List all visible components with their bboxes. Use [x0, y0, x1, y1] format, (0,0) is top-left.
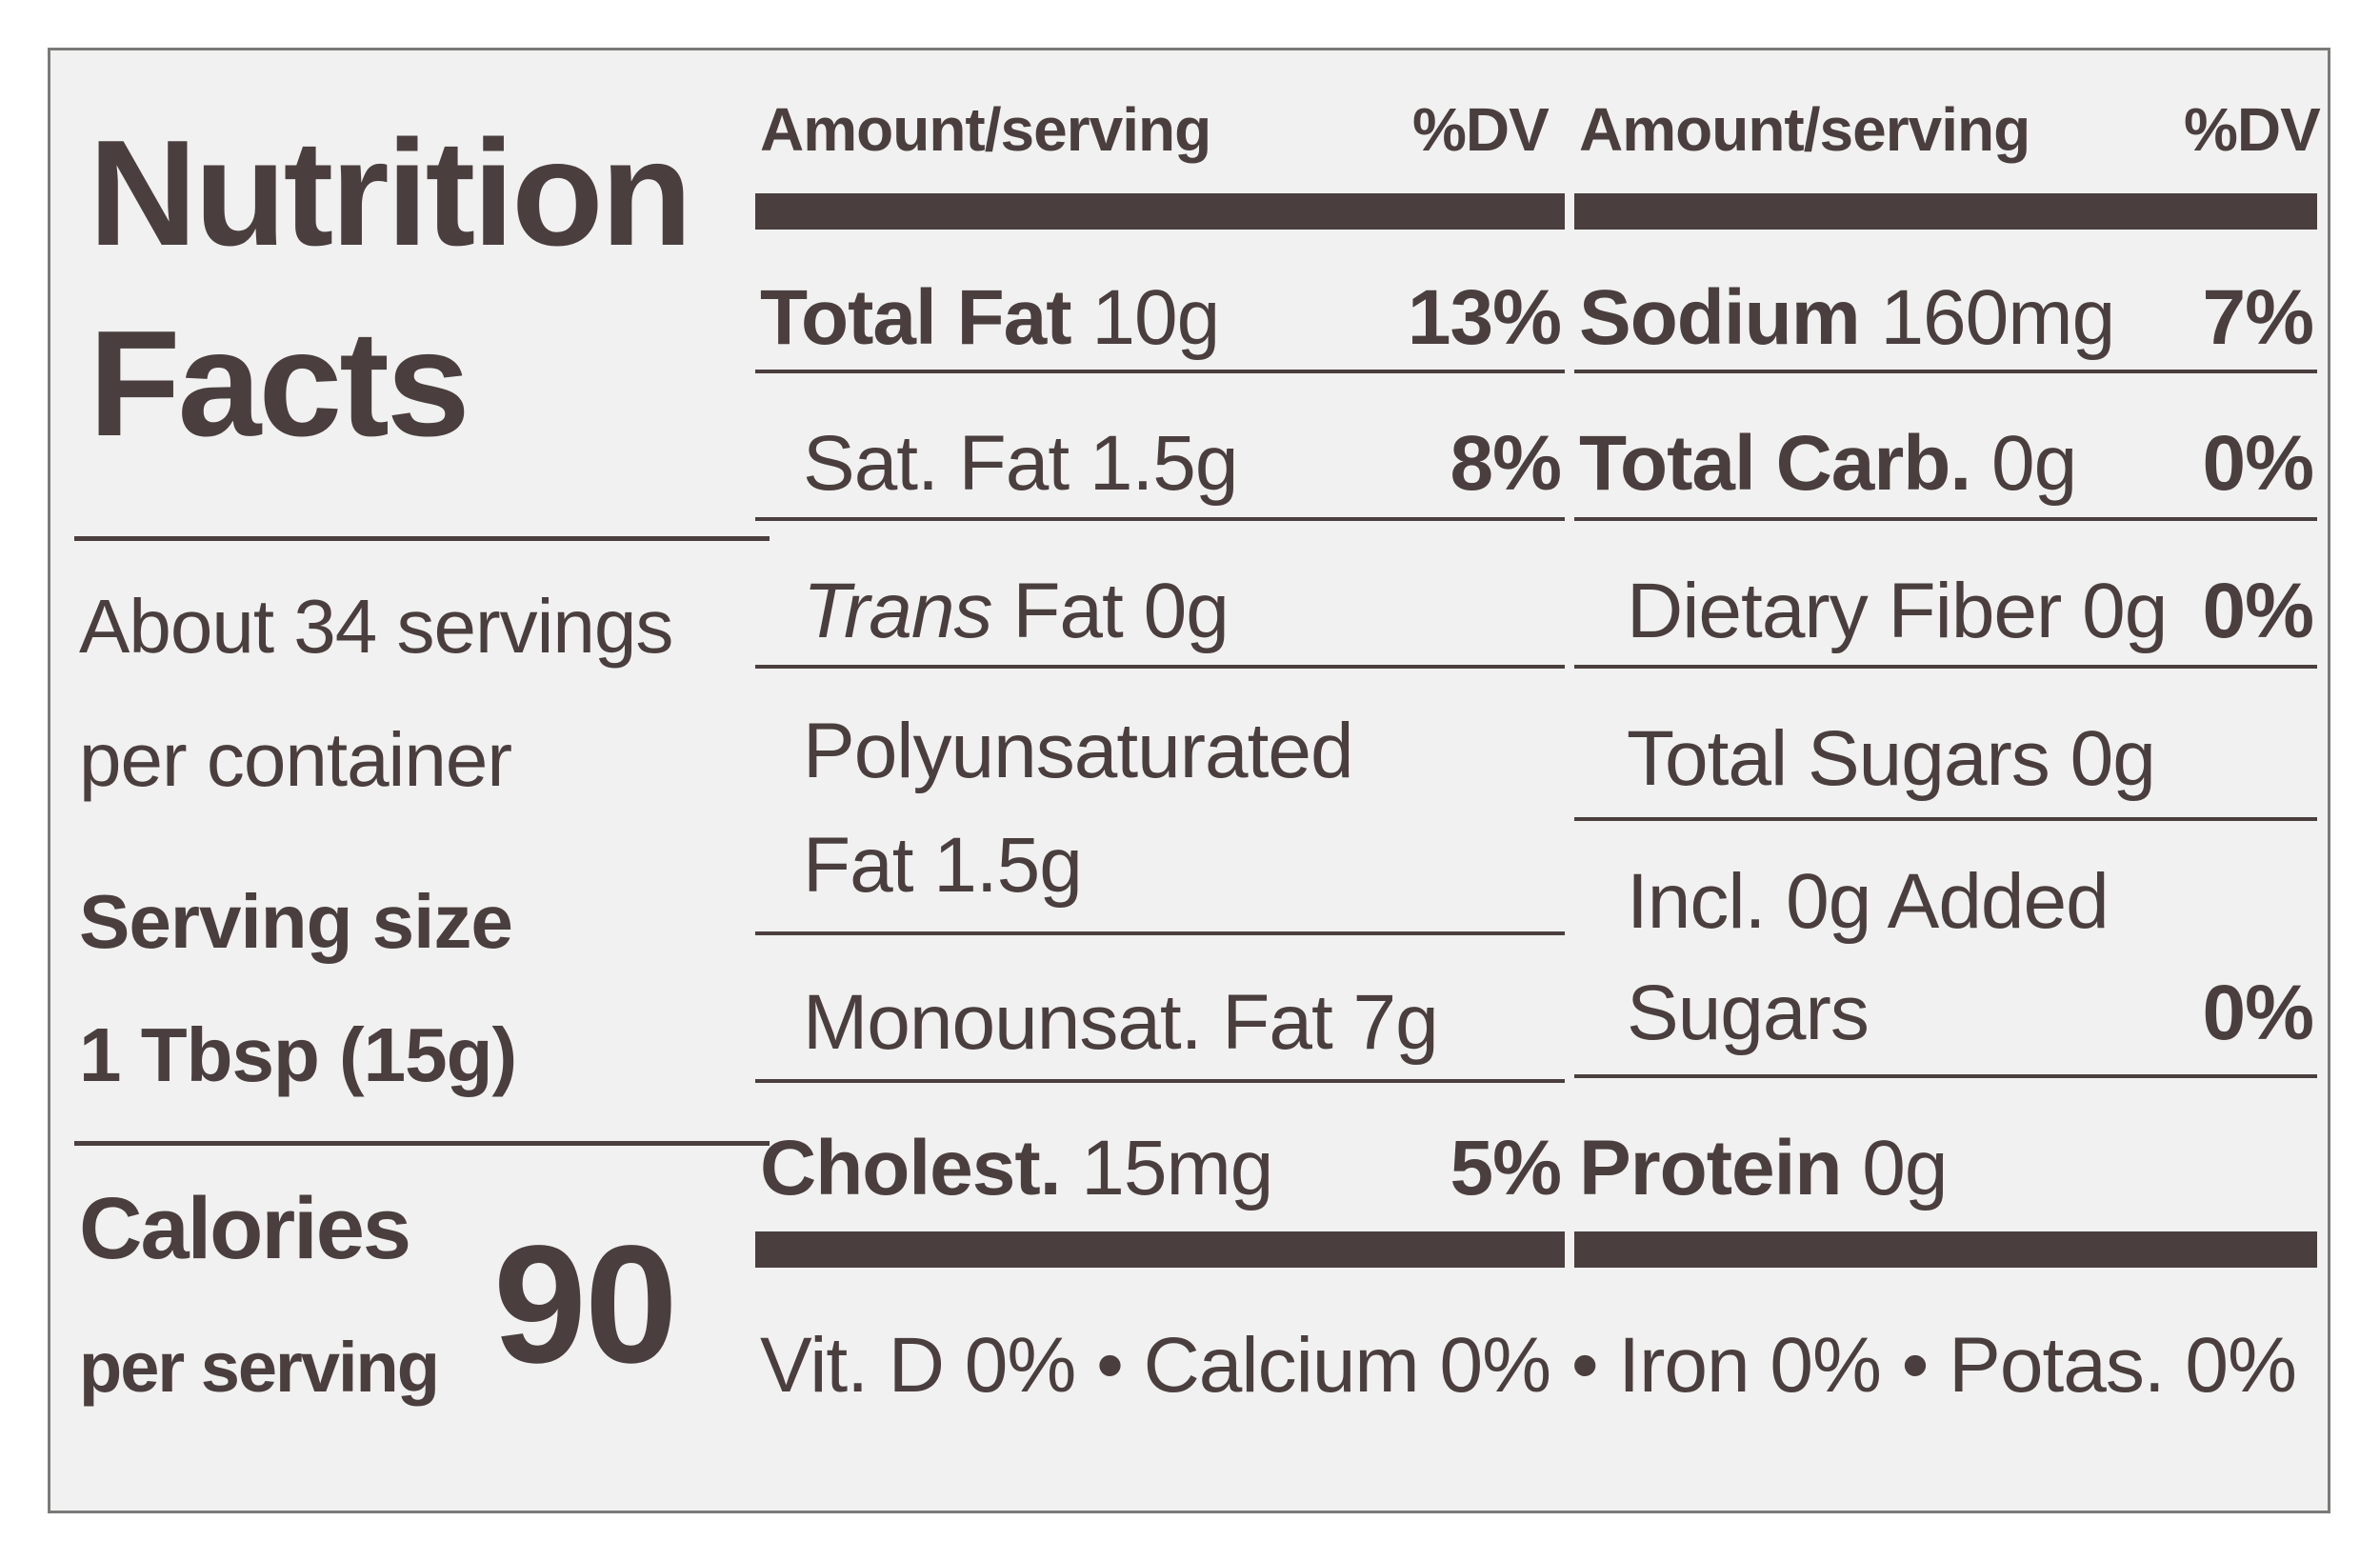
serving-size-label: Serving size: [79, 879, 513, 964]
total-fat-row: Total Fat 10g: [760, 274, 1220, 362]
left-amount-header: Amount/serving: [760, 95, 1211, 164]
right-thick-rule: [1574, 193, 2317, 230]
cholesterol-name: Cholest.: [760, 1125, 1061, 1211]
calories-value: 90: [493, 1211, 678, 1398]
added-sugars-line-2: Sugars: [1627, 970, 1870, 1056]
divider: [755, 517, 1565, 521]
added-sugars-dv: 0%: [2202, 970, 2314, 1056]
trans-fat-name: Trans: [803, 568, 993, 654]
sat-fat-dv: 8%: [1450, 420, 1562, 507]
sat-fat-name: Sat. Fat: [803, 420, 1070, 507]
right-bottom-thick-rule: [1574, 1231, 2317, 1268]
calories-sub-label: per serving: [79, 1328, 440, 1407]
serving-divider: [74, 1141, 770, 1146]
protein-amount: 0g: [1862, 1125, 1948, 1211]
monounsaturated-fat: Monounsat. Fat 7g: [803, 979, 1439, 1066]
divider: [1574, 517, 2317, 521]
cholesterol-dv: 5%: [1450, 1125, 1562, 1211]
cholesterol-row: Cholest. 15mg: [760, 1125, 1273, 1212]
left-dv-header: %DV: [1412, 95, 1550, 164]
protein-row: Protein 0g: [1579, 1125, 1949, 1212]
added-sugars-line-1: Incl. 0g Added: [1627, 858, 2110, 945]
sodium-row: Sodium 160mg: [1579, 274, 2115, 362]
title-line-1: Nutrition: [89, 110, 692, 277]
sodium-name: Sodium: [1579, 274, 1861, 361]
total-fat-amount: 10g: [1091, 274, 1220, 361]
calories-label: Calories: [79, 1180, 411, 1277]
divider: [755, 665, 1565, 669]
sodium-dv: 7%: [2202, 274, 2314, 361]
sodium-amount: 160mg: [1880, 274, 2115, 361]
dietary-fiber-dv: 0%: [2202, 568, 2314, 654]
total-sugars: Total Sugars 0g: [1627, 715, 2156, 802]
total-carb-amount: 0g: [1990, 420, 2077, 507]
right-amount-header: Amount/serving: [1579, 95, 2030, 164]
total-carb-row: Total Carb. 0g: [1579, 420, 2077, 508]
trans-fat-row: Trans Fat 0g: [803, 568, 1230, 655]
total-carb-dv: 0%: [2202, 420, 2314, 507]
nutrition-facts-label: Nutrition Facts About 34 servings per co…: [48, 48, 2330, 1513]
total-fat-name: Total Fat: [760, 274, 1072, 361]
divider: [1574, 370, 2317, 373]
divider: [1574, 817, 2317, 821]
polyunsaturated-line-2: Fat 1.5g: [803, 822, 1083, 909]
total-fat-dv: 13%: [1407, 274, 1562, 361]
servings-line-2: per container: [79, 717, 512, 802]
divider: [755, 370, 1565, 373]
polyunsaturated-line-1: Polyunsaturated: [803, 708, 1354, 794]
divider: [755, 931, 1565, 935]
title-divider: [74, 536, 770, 541]
serving-size-value: 1 Tbsp (15g): [79, 1012, 517, 1097]
left-bottom-thick-rule: [755, 1231, 1565, 1268]
total-carb-name: Total Carb.: [1579, 420, 1971, 507]
title-line-2: Facts: [89, 300, 470, 468]
protein-name: Protein: [1579, 1125, 1842, 1211]
vitamins-minerals-line: Vit. D 0% • Calcium 0% • Iron 0% • Potas…: [760, 1322, 2297, 1409]
sat-fat-row: Sat. Fat 1.5g: [803, 420, 1239, 508]
divider: [1574, 665, 2317, 669]
divider: [1574, 1074, 2317, 1078]
cholesterol-amount: 15mg: [1081, 1125, 1273, 1211]
right-dv-header: %DV: [2184, 95, 2321, 164]
left-thick-rule: [755, 193, 1565, 230]
trans-fat-amount: Fat 0g: [1012, 568, 1229, 654]
sat-fat-amount: 1.5g: [1089, 420, 1239, 507]
dietary-fiber: Dietary Fiber 0g: [1627, 568, 2168, 654]
divider: [755, 1079, 1565, 1083]
servings-line-1: About 34 servings: [79, 584, 673, 669]
